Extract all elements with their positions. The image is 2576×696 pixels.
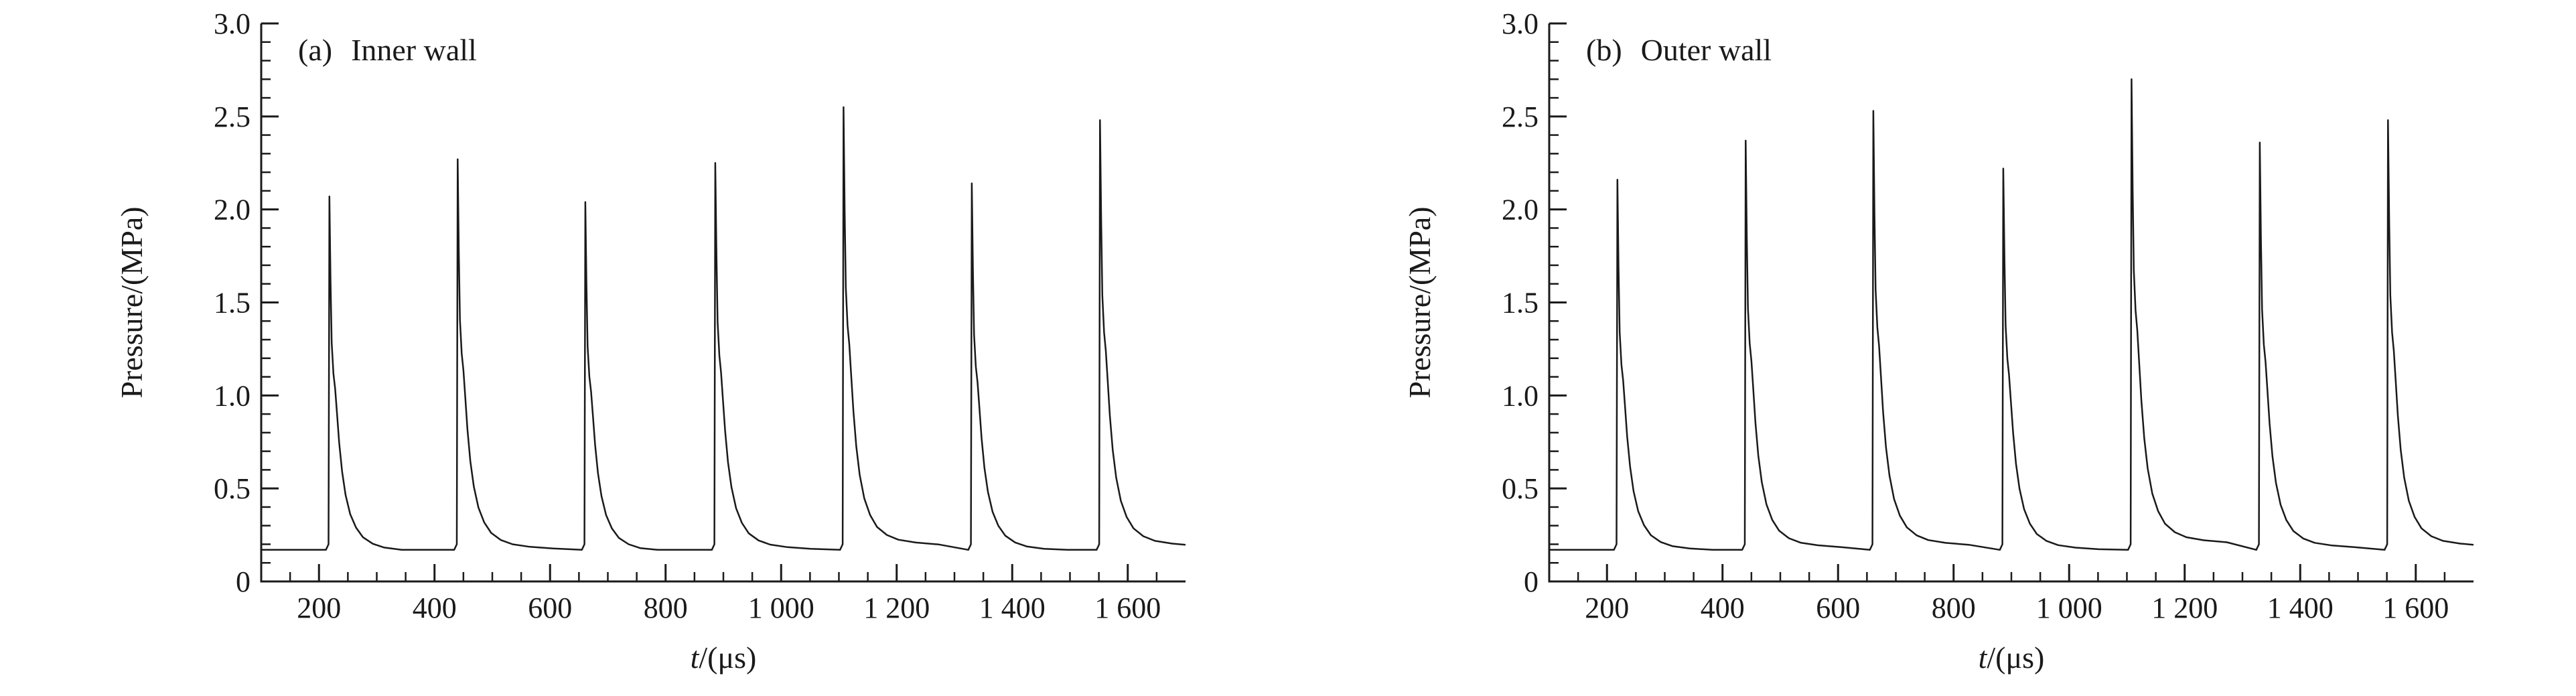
panel-title: Outer wall	[1640, 33, 1772, 67]
svg-text:1 000: 1 000	[748, 591, 814, 624]
svg-text:2.0: 2.0	[214, 194, 251, 226]
svg-text:0: 0	[236, 565, 251, 598]
x-axis-label-variable: t	[690, 640, 699, 675]
panel-caption: (a) Inner wall	[298, 32, 477, 68]
svg-text:0.5: 0.5	[1502, 472, 1539, 505]
chart-panel-outer-wall: (b) Outer wall Pressure/(MPa) t/(μs) 0 0.5…	[1288, 0, 2576, 696]
svg-text:1 200: 1 200	[2151, 591, 2218, 624]
svg-text:3.0: 3.0	[214, 7, 251, 40]
svg-text:2.5: 2.5	[214, 100, 251, 133]
svg-text:600: 600	[1816, 591, 1860, 624]
x-axis-label: t/(μs)	[261, 640, 1186, 675]
svg-text:1 400: 1 400	[2267, 591, 2334, 624]
plot-area-outer-wall: 0 0.5 1.0 1.5 2.0 2.5 3.0 200 400 600 800 1 000 1 20…	[1502, 7, 2474, 624]
svg-text:0: 0	[1524, 565, 1539, 598]
y-axis-label: Pressure/(MPa)	[1403, 206, 1437, 399]
svg-text:1 400: 1 400	[979, 591, 1046, 624]
svg-text:1 200: 1 200	[863, 591, 930, 624]
svg-text:800: 800	[1932, 591, 1976, 624]
x-axis-label-units: /(μs)	[699, 640, 757, 675]
svg-text:200: 200	[297, 591, 341, 624]
plot-area-inner-wall: 0 0.5 1.0 1.5 2.0 2.5 3.0 200 400 600 800 1 000 1 20…	[214, 7, 1186, 624]
svg-text:2.5: 2.5	[1502, 100, 1539, 133]
svg-text:0.5: 0.5	[214, 472, 251, 505]
panel-label: (a)	[298, 33, 333, 67]
svg-text:1.5: 1.5	[214, 287, 251, 320]
svg-text:1 600: 1 600	[1094, 591, 1161, 624]
svg-text:1 000: 1 000	[2036, 591, 2102, 624]
y-axis-label: Pressure/(MPa)	[115, 206, 149, 399]
svg-text:600: 600	[528, 591, 572, 624]
x-axis-label: t/(μs)	[1549, 640, 2474, 675]
svg-text:400: 400	[1701, 591, 1745, 624]
svg-text:800: 800	[644, 591, 688, 624]
panel-title: Inner wall	[351, 33, 477, 67]
svg-text:1.0: 1.0	[1502, 379, 1539, 412]
svg-text:2.0: 2.0	[1502, 194, 1539, 226]
panel-label: (b)	[1586, 33, 1622, 67]
svg-text:400: 400	[413, 591, 457, 624]
svg-text:200: 200	[1585, 591, 1629, 624]
svg-text:1.0: 1.0	[214, 379, 251, 412]
x-axis-label-units: /(μs)	[1987, 640, 2045, 675]
panel-caption: (b) Outer wall	[1586, 32, 1772, 68]
svg-text:1 600: 1 600	[2382, 591, 2449, 624]
svg-text:3.0: 3.0	[1502, 7, 1539, 40]
svg-text:1.5: 1.5	[1502, 287, 1539, 320]
chart-panel-inner-wall: (a) Inner wall Pressure/(MPa) t/(μs) 0 0.5…	[115, 7, 1186, 675]
x-axis-label-variable: t	[1978, 640, 1987, 675]
